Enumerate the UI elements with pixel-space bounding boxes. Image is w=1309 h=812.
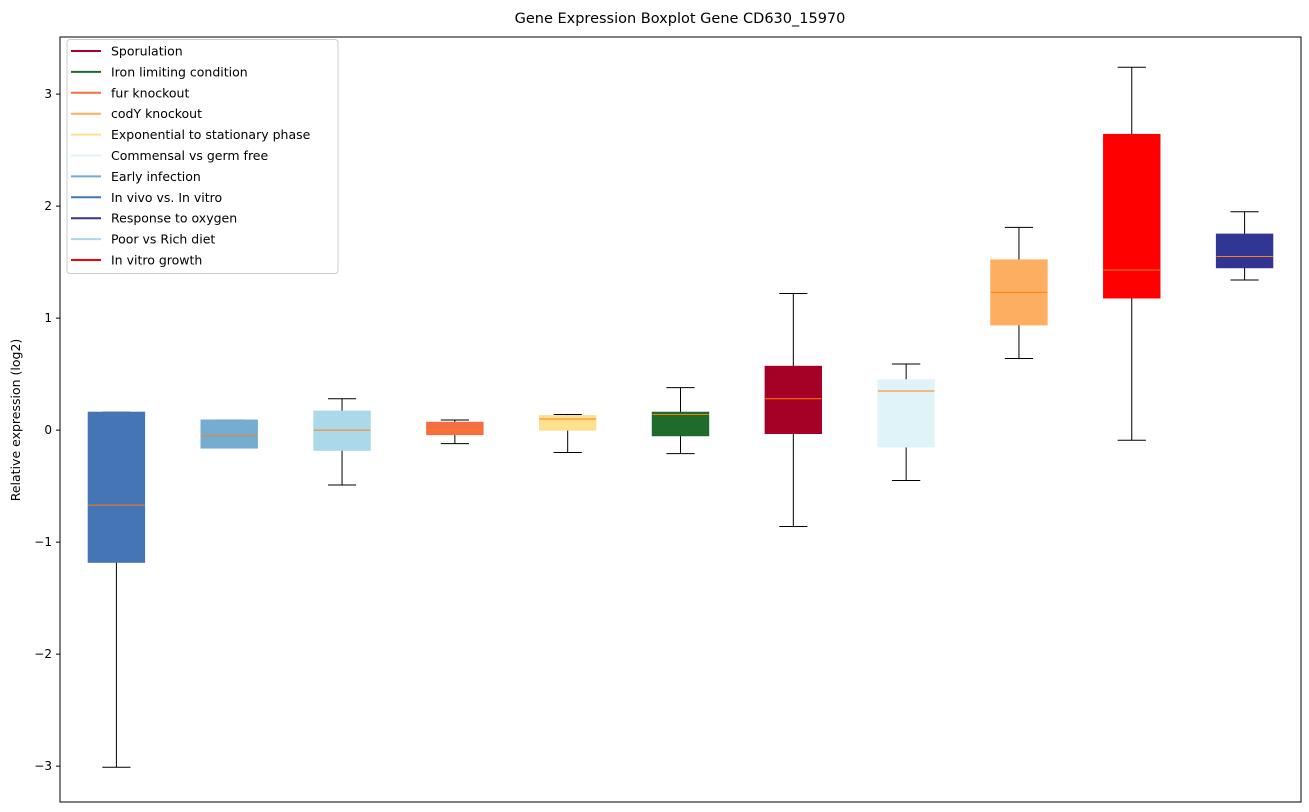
box-iqr [426,421,484,436]
legend-item: codY knockout [71,106,202,121]
y-tick-label: 3 [44,87,52,101]
box-response-to-oxygen [1215,211,1274,281]
legend-label: Poor vs Rich diet [111,232,215,247]
chart-title: Gene Expression Boxplot Gene CD630_15970 [515,11,846,27]
box-iqr [1215,233,1274,269]
box-iqr [764,365,823,435]
legend-label: In vitro growth [111,253,202,268]
legend-frame [66,39,339,274]
legend-item: In vitro growth [71,253,202,268]
box-iqr [538,415,597,431]
plot-frame [59,36,1302,803]
y-axis-label: Relative expression (log2) [8,339,23,502]
box-poor-vs-rich-diet [313,398,371,486]
legend-item: Response to oxygen [71,211,237,226]
box-in-vivo-vs-in-vitro [87,411,146,768]
box-iqr [877,379,935,448]
y-tick-label: −3 [34,759,52,773]
legend-label: Exponential to stationary phase [111,127,311,142]
legend-label: codY knockout [111,106,202,121]
box-iqr [313,410,371,451]
legend-item: Exponential to stationary phase [71,127,311,142]
legend-item: In vivo vs. In vitro [71,190,222,205]
box-cody-knockout [990,226,1048,359]
legend-label: In vivo vs. In vitro [111,190,222,205]
legend-item: Iron limiting condition [71,64,248,79]
y-tick-label: 2 [44,199,52,213]
legend-label: Iron limiting condition [111,64,248,79]
legend: Sporulation Iron limiting condition fur kn… [66,39,339,274]
legend-label: Sporulation [111,44,183,59]
y-tick-label: −1 [34,535,52,549]
box-iqr [87,411,146,563]
box-fur-knockout [426,419,484,445]
y-tick-label: −2 [34,647,52,661]
box-in-vitro-growth [1103,66,1161,441]
boxes-group [87,66,1274,768]
legend-label: fur knockout [111,85,189,100]
legend-label: Early infection [111,169,201,184]
y-ticks: 3 2 1 0 −1 −2 −3 [34,87,60,773]
legend-item: Commensal vs germ free [71,148,268,163]
legend-item: fur knockout [71,85,189,100]
box-iqr [200,419,258,449]
legend-item: Sporulation [71,44,183,59]
y-tick-label: 1 [44,311,52,325]
box-commensal-vs-germ-free [877,363,935,482]
legend-item: Early infection [71,169,201,184]
legend-item: Poor vs Rich diet [71,232,215,247]
box-iron-limiting-condition [651,387,710,455]
box-early-infection [200,419,258,449]
legend-label: Response to oxygen [111,211,237,226]
y-tick-label: 0 [44,423,52,437]
box-sporulation [764,292,823,527]
legend-label: Commensal vs germ free [111,148,268,163]
box-exponential-to-stationary-phase [538,413,597,454]
box-iqr [1103,133,1161,299]
box-iqr [651,411,710,437]
